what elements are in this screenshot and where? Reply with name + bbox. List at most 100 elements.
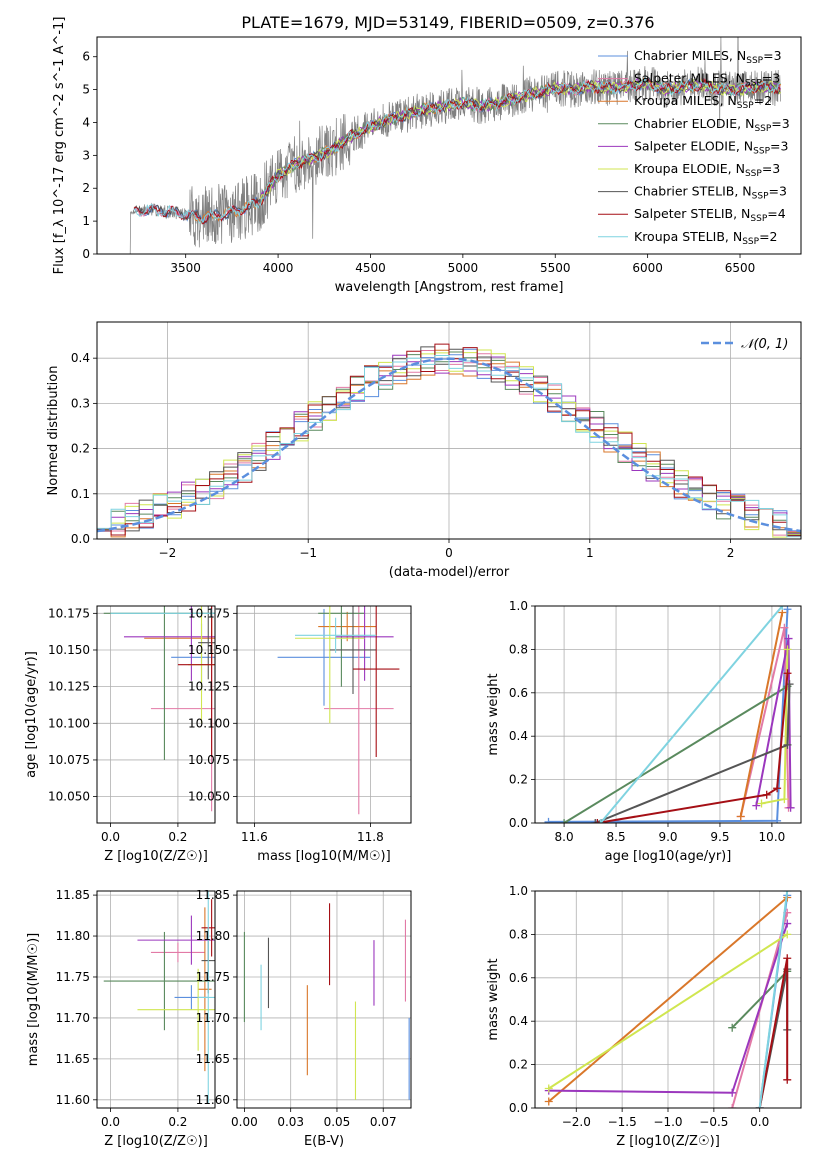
y-axis-label: mass weight bbox=[486, 673, 501, 755]
legend-label: Salpeter STELIB, NSSP=4 bbox=[634, 206, 786, 224]
panel-age-vs-Z: 0.0 0.2 10.050 10.075 10.100 10.125 10.150 10.1… bbox=[24, 605, 216, 864]
x-axis-label: Z [log10(Z/Z☉)] bbox=[104, 849, 208, 864]
y-tick-label: 0.3 bbox=[71, 396, 90, 410]
legend: 𝒩(0, 1) bbox=[701, 337, 788, 352]
normal-reference-line bbox=[97, 357, 801, 533]
y-tick-label: 11.75 bbox=[196, 970, 230, 984]
errorbar-chabrier-elodie bbox=[318, 606, 365, 687]
legend-subscript: SSP bbox=[750, 214, 767, 224]
errorbar-salpeter-elodie bbox=[123, 606, 215, 681]
y-tick-label: 1 bbox=[82, 214, 90, 228]
y-tick-label: 11.80 bbox=[196, 929, 230, 943]
y-tick-label: 10.075 bbox=[188, 753, 230, 767]
legend-subscript: SSP bbox=[752, 192, 769, 202]
weight-line-kroupa-miles bbox=[548, 896, 788, 1103]
x-tick-label: 11.6 bbox=[241, 830, 268, 844]
weight-marker bbox=[736, 812, 745, 821]
y-axis-label: age [log10(age/yr)] bbox=[24, 651, 39, 778]
panel-mass-vs-ebv: 0.00 0.03 0.05 0.07 11.60 11.65 11.70 11.75 11.8… bbox=[196, 888, 412, 1149]
legend-value: =3 bbox=[770, 138, 788, 153]
weight-marker bbox=[560, 819, 569, 823]
x-axis-label: Z [log10(Z/Z☉)] bbox=[104, 1134, 208, 1149]
x-axis-label: age [log10(age/yr)] bbox=[605, 849, 732, 864]
errorbar-kroupa-stelib bbox=[295, 617, 377, 653]
y-tick-label: 11.60 bbox=[56, 1093, 90, 1107]
errorbar-kroupa-elodie bbox=[295, 606, 365, 724]
weight-marker bbox=[773, 784, 782, 793]
legend-subscript: SSP bbox=[742, 237, 759, 247]
y-tick-label: 0.8 bbox=[509, 642, 528, 656]
weight-line-kroupa-elodie bbox=[548, 933, 788, 1090]
y-tick-label: 10.100 bbox=[48, 716, 90, 730]
legend-subscript: SSP bbox=[745, 169, 762, 179]
y-tick-label: 0.0 bbox=[509, 816, 528, 830]
weight-marker bbox=[783, 919, 792, 928]
weight-marker bbox=[544, 817, 553, 823]
errorbar-salpeter-elodie bbox=[335, 606, 394, 681]
plot-area bbox=[103, 891, 215, 1104]
weight-marker bbox=[783, 930, 792, 939]
x-tick-label: 0 bbox=[445, 546, 453, 560]
y-tick-label: 11.70 bbox=[56, 1011, 90, 1025]
y-axis-label: mass weight bbox=[486, 958, 501, 1040]
weight-marker bbox=[783, 1075, 792, 1084]
x-tick-label: 6000 bbox=[632, 261, 663, 275]
x-tick-label: 0.0 bbox=[101, 830, 120, 844]
y-tick-label: 0.4 bbox=[509, 1014, 528, 1028]
panel-weight-vs-Z: −2.0 −1.5 −1.0 −0.5 0.0 0.0 0.2 0.4 0.6 0.8 1.0 Z [… bbox=[486, 884, 802, 1149]
y-tick-label: 11.80 bbox=[56, 929, 90, 943]
weight-marker bbox=[728, 1088, 737, 1097]
weight-line-chabrier-elodie bbox=[563, 685, 789, 823]
legend-value: =3 bbox=[762, 161, 780, 176]
x-axis-label: mass [log10(M/M☉)] bbox=[257, 849, 390, 864]
errorbar-salpeter-elodie bbox=[137, 915, 215, 965]
weight-marker bbox=[783, 606, 792, 614]
plot-area bbox=[97, 343, 801, 538]
weight-marker bbox=[783, 669, 792, 678]
x-tick-label: −0.5 bbox=[699, 1115, 728, 1129]
y-tick-label: 11.65 bbox=[196, 1052, 230, 1066]
y-tick-label: 10.050 bbox=[188, 790, 230, 804]
legend-value: =2 bbox=[759, 229, 777, 244]
plot-area bbox=[126, 37, 782, 254]
figure-title: PLATE=1679, MJD=53149, FIBERID=0509, z=0… bbox=[241, 13, 654, 32]
legend-value: =3 bbox=[769, 184, 787, 199]
panel-residuals: −2 −1 0 1 2 0.0 0.1 0.2 0.3 0.4 (data-model)/error… bbox=[46, 321, 802, 580]
y-tick-label: 10.150 bbox=[188, 643, 230, 657]
y-tick-label: 0.0 bbox=[509, 1101, 528, 1115]
y-tick-label: 0.2 bbox=[71, 442, 90, 456]
legend-value: =4 bbox=[767, 206, 785, 221]
errorbar-chabrier-stelib bbox=[198, 606, 215, 680]
y-tick-label: 0.6 bbox=[509, 686, 528, 700]
legend-label: Kroupa ELODIE, NSSP=3 bbox=[634, 161, 780, 179]
errorbar-kroupa-stelib bbox=[110, 608, 215, 618]
weight-marker bbox=[728, 1104, 737, 1108]
legend-subscript: SSP bbox=[753, 146, 770, 156]
x-tick-label: 6500 bbox=[725, 261, 756, 275]
weight-marker bbox=[783, 954, 792, 963]
weight-line-chabrier-stelib bbox=[594, 684, 791, 823]
weight-marker bbox=[757, 799, 766, 808]
y-tick-label: 10.075 bbox=[48, 753, 90, 767]
errorbar-salpeter-stelib bbox=[177, 606, 215, 758]
errorbar-salpeter-miles bbox=[150, 942, 205, 963]
legend-subscript: SSP bbox=[746, 56, 763, 66]
axes-frame bbox=[236, 605, 412, 824]
axes-frame bbox=[96, 321, 802, 540]
x-tick-label: 0.07 bbox=[370, 1115, 397, 1129]
x-tick-label: 9.0 bbox=[658, 830, 677, 844]
weight-line-kroupa-stelib bbox=[599, 606, 784, 823]
weight-line-salpeter-stelib bbox=[597, 673, 789, 823]
x-tick-label: 5500 bbox=[540, 261, 571, 275]
y-tick-label: 1.0 bbox=[509, 599, 528, 613]
weight-marker bbox=[783, 891, 792, 895]
histogram-salpeter-stelib bbox=[97, 343, 801, 537]
x-tick-label: 8.5 bbox=[607, 830, 626, 844]
legend-value: =2 bbox=[754, 93, 772, 108]
legend-label: Kroupa STELIB, NSSP=2 bbox=[634, 229, 778, 247]
x-tick-label: 0.05 bbox=[324, 1115, 351, 1129]
weight-marker bbox=[544, 1097, 553, 1106]
x-tick-label: 8.0 bbox=[555, 830, 574, 844]
y-tick-label: 0.0 bbox=[71, 532, 90, 546]
